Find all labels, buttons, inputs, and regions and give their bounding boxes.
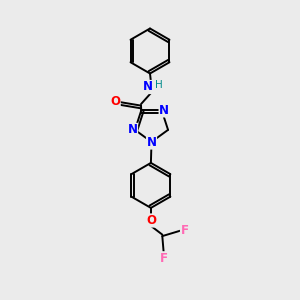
- Text: N: N: [143, 80, 153, 94]
- Text: N: N: [128, 123, 138, 136]
- Text: O: O: [146, 214, 156, 227]
- Text: F: F: [160, 252, 168, 265]
- Text: N: N: [159, 104, 169, 117]
- Text: F: F: [181, 224, 188, 237]
- Text: H: H: [155, 80, 163, 90]
- Text: N: N: [146, 136, 157, 149]
- Text: O: O: [110, 95, 120, 109]
